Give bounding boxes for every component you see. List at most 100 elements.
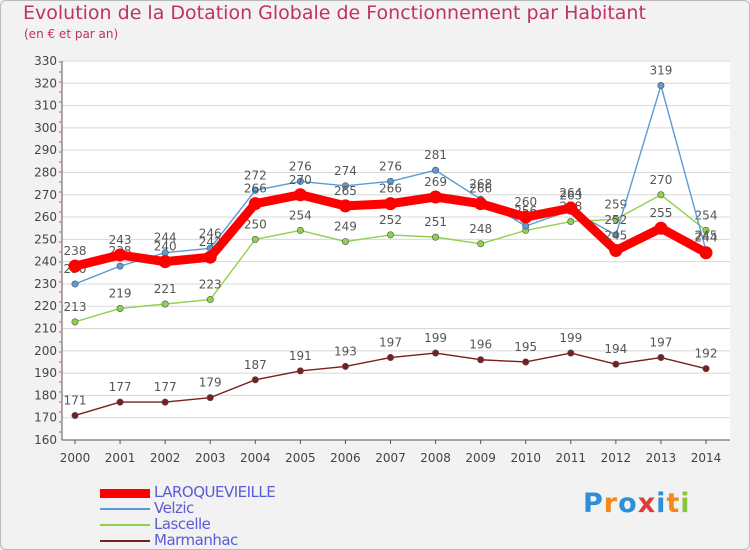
data-label-laroquevieille: 266 — [469, 182, 492, 196]
x-tick-label: 2014 — [691, 451, 722, 465]
data-point-velzic — [116, 262, 124, 270]
y-tick-label: 220 — [34, 299, 57, 313]
data-point-marmanhac — [432, 349, 440, 357]
data-point-laroquevieille — [654, 221, 668, 235]
data-label-lascelle: 249 — [334, 220, 357, 234]
data-label-lascelle: 254 — [695, 208, 718, 222]
data-point-lascelle — [567, 218, 575, 226]
data-label-velzic: 276 — [379, 159, 402, 173]
data-point-velzic — [71, 280, 79, 288]
data-point-marmanhac — [702, 365, 710, 373]
data-point-lascelle — [296, 226, 304, 234]
data-point-marmanhac — [206, 394, 214, 402]
data-point-laroquevieille — [519, 210, 533, 224]
data-point-marmanhac — [116, 398, 124, 406]
data-label-marmanhac: 191 — [289, 349, 312, 363]
data-label-laroquevieille: 242 — [199, 235, 222, 249]
x-tick-label: 2000 — [60, 451, 91, 465]
y-tick-label: 230 — [34, 277, 57, 291]
legend-swatch — [100, 489, 150, 498]
x-tick-label: 2010 — [510, 451, 541, 465]
data-label-marmanhac: 199 — [424, 331, 447, 345]
data-label-laroquevieille: 269 — [424, 175, 447, 189]
data-point-laroquevieille — [203, 250, 217, 264]
proxiti-logo: Proxiti — [583, 488, 691, 519]
chart-title: Evolution de la Dotation Globale de Fonc… — [23, 2, 646, 24]
data-label-velzic: 281 — [424, 148, 447, 162]
data-label-marmanhac: 199 — [559, 331, 582, 345]
y-tick-label: 260 — [34, 210, 57, 224]
data-label-velzic: 276 — [289, 159, 312, 173]
data-point-laroquevieille — [564, 201, 578, 215]
data-label-marmanhac: 197 — [649, 336, 672, 350]
x-tick-label: 2007 — [375, 451, 406, 465]
x-tick-label: 2013 — [646, 451, 677, 465]
data-label-velzic: 268 — [469, 177, 492, 191]
data-point-velzic — [612, 231, 620, 239]
x-tick-label: 2003 — [195, 451, 226, 465]
x-tick-label: 2006 — [330, 451, 361, 465]
data-label-laroquevieille: 243 — [109, 233, 132, 247]
data-label-lascelle: 254 — [289, 208, 312, 222]
data-point-marmanhac — [341, 362, 349, 370]
data-label-velzic: 246 — [199, 226, 222, 240]
y-tick-label: 180 — [34, 388, 57, 402]
chart-subtitle: (en € et par an) — [24, 27, 119, 41]
data-label-laroquevieille: 265 — [334, 184, 357, 198]
x-tick-label: 2002 — [150, 451, 181, 465]
logo-letter: i — [680, 488, 691, 519]
data-point-velzic — [251, 186, 259, 194]
data-point-velzic — [386, 177, 394, 185]
y-tick-label: 250 — [34, 232, 57, 246]
y-tick-label: 210 — [34, 322, 57, 336]
logo-letter: r — [603, 488, 619, 519]
x-tick-label: 2009 — [465, 451, 496, 465]
data-point-lascelle — [161, 300, 169, 308]
data-point-laroquevieille — [609, 244, 623, 257]
data-point-lascelle — [251, 235, 259, 243]
data-label-marmanhac: 192 — [695, 347, 718, 361]
logo-letter: i — [656, 488, 667, 519]
data-label-marmanhac: 177 — [154, 380, 177, 394]
data-label-laroquevieille: 245 — [604, 229, 627, 243]
y-tick-label: 160 — [34, 433, 57, 447]
x-tick-label: 2008 — [420, 451, 451, 465]
y-tick-label: 310 — [34, 99, 57, 113]
data-label-laroquevieille: 266 — [244, 182, 267, 196]
x-tick-label: 2004 — [240, 451, 271, 465]
data-label-laroquevieille: 240 — [154, 240, 177, 254]
legend-label: Marmanhac — [154, 531, 238, 549]
y-tick-label: 280 — [34, 165, 57, 179]
data-label-laroquevieille: 266 — [379, 182, 402, 196]
legend-swatch — [100, 540, 150, 542]
y-tick-label: 170 — [34, 411, 57, 425]
data-point-marmanhac — [477, 356, 485, 364]
data-point-laroquevieille — [113, 248, 127, 262]
data-point-laroquevieille — [699, 246, 713, 260]
data-label-velzic: 272 — [244, 168, 267, 182]
data-label-marmanhac: 197 — [379, 336, 402, 350]
data-label-velzic: 244 — [154, 231, 177, 245]
data-label-marmanhac: 196 — [469, 338, 492, 352]
data-label-velzic: 252 — [604, 213, 627, 227]
data-point-lascelle — [657, 191, 665, 199]
y-tick-label: 300 — [34, 121, 57, 135]
legend-label: Velzic — [154, 499, 194, 517]
data-point-laroquevieille — [474, 197, 488, 211]
legend-label: LAROQUEVIEILLE — [154, 483, 276, 501]
data-point-lascelle — [477, 240, 485, 248]
logo-letter: t — [666, 488, 681, 519]
data-label-lascelle: 252 — [379, 213, 402, 227]
data-label-marmanhac: 194 — [604, 342, 627, 356]
data-point-marmanhac — [612, 360, 620, 368]
data-label-lascelle: 251 — [424, 215, 447, 229]
data-label-laroquevieille: 270 — [289, 173, 312, 187]
data-label-lascelle: 250 — [244, 217, 267, 231]
data-point-lascelle — [386, 231, 394, 239]
data-label-lascelle: 270 — [649, 173, 672, 187]
data-label-laroquevieille: 264 — [559, 186, 582, 200]
data-label-marmanhac: 193 — [334, 344, 357, 358]
data-point-lascelle — [702, 226, 710, 234]
data-point-laroquevieille — [248, 197, 262, 211]
data-point-velzic — [522, 222, 530, 230]
